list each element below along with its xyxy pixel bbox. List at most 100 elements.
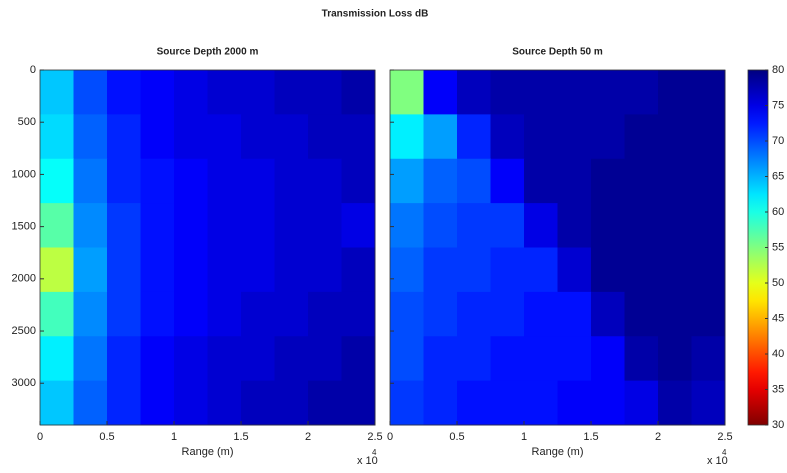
heatmap-cell xyxy=(73,291,108,337)
heatmap-cell xyxy=(207,247,242,293)
heatmap-cell xyxy=(591,114,625,160)
heatmap-cell xyxy=(341,336,376,382)
heatmap-cell xyxy=(73,203,108,248)
heatmap-cell xyxy=(274,247,309,293)
heatmap-cell xyxy=(241,291,275,337)
x-scale-exponent: 4 xyxy=(722,448,727,457)
heatmap-cell xyxy=(207,203,242,248)
heatmap-cell xyxy=(241,158,275,204)
heatmap-cell xyxy=(308,158,342,204)
heatmap-cell xyxy=(423,203,458,248)
heatmap-cell xyxy=(390,247,424,293)
heatmap-cell xyxy=(457,203,491,248)
heatmap-cell xyxy=(624,291,659,337)
heatmap-cell xyxy=(107,291,141,337)
heatmap-cell xyxy=(490,380,525,426)
heatmap-cell xyxy=(624,114,659,160)
colorbar-tick-label: 70 xyxy=(772,135,784,147)
heatmap-cell xyxy=(423,158,458,204)
heatmap-cell xyxy=(207,158,242,204)
heatmap-cell xyxy=(73,114,108,160)
heatmap-cell xyxy=(341,247,376,293)
heatmap-cell xyxy=(207,70,242,115)
heatmap-cell xyxy=(73,336,108,382)
heatmap-cell xyxy=(174,70,208,115)
heatmap-cell xyxy=(524,247,558,293)
y-tick-label: 1500 xyxy=(12,221,36,233)
x-tick-label: 0 xyxy=(387,431,393,443)
heatmap-cell xyxy=(591,380,625,426)
heatmap-cell xyxy=(140,158,175,204)
heatmap-cell xyxy=(658,158,692,204)
heatmap-cell xyxy=(73,380,108,426)
plot-frame xyxy=(389,69,726,426)
x-tick-label: 2.5 xyxy=(367,431,382,443)
heatmap-cell xyxy=(524,158,558,204)
colorbar-tick-label: 30 xyxy=(772,419,784,431)
heatmap-cell xyxy=(341,70,376,115)
colorbar-tick-label: 75 xyxy=(772,99,784,111)
heatmap-cell xyxy=(241,203,275,248)
heatmap-cell xyxy=(423,336,458,382)
x-tick-label: 0 xyxy=(37,431,43,443)
heatmap-cell xyxy=(140,70,175,115)
colorbar-tick-label: 35 xyxy=(772,383,784,395)
heatmap-cell xyxy=(524,70,558,115)
heatmap-cell xyxy=(624,247,659,293)
colorbar-tick-label: 50 xyxy=(772,277,784,289)
heatmap-cell xyxy=(457,247,491,293)
heatmap-cell xyxy=(624,158,659,204)
heatmap-cell xyxy=(107,114,141,160)
heatmap-cell xyxy=(107,247,141,293)
heatmap-cell xyxy=(524,380,558,426)
heatmap-cell xyxy=(341,114,376,160)
heatmap-cell xyxy=(274,380,309,426)
heatmap-cell xyxy=(40,247,74,293)
heatmap-cell xyxy=(524,114,558,160)
colorbar-tick-label: 65 xyxy=(772,170,784,182)
heatmap-cell xyxy=(140,291,175,337)
heatmap-cell xyxy=(423,291,458,337)
heatmap-cell xyxy=(308,380,342,426)
heatmap-cell xyxy=(174,380,208,426)
heatmap-cell xyxy=(691,114,726,160)
heatmap-cell xyxy=(490,291,525,337)
heatmap-cell xyxy=(524,203,558,248)
heatmap-cell xyxy=(423,380,458,426)
x-tick-label: 0.5 xyxy=(449,431,464,443)
heatmap-cell xyxy=(658,291,692,337)
colorbar-tick-label: 45 xyxy=(772,312,784,324)
heatmap-cell xyxy=(591,247,625,293)
heatmap-cell xyxy=(241,336,275,382)
x-tick-label: 1 xyxy=(171,431,177,443)
plot-frame xyxy=(39,69,376,426)
heatmap-cell xyxy=(390,380,424,426)
y-tick-label: 500 xyxy=(18,116,36,128)
heatmap-cell xyxy=(207,380,242,426)
heatmap-cell xyxy=(40,336,74,382)
figure-title: Transmission Loss dB xyxy=(322,9,429,20)
heatmap-cell xyxy=(207,336,242,382)
heatmap-cell xyxy=(107,70,141,115)
heatmap-cell xyxy=(174,158,208,204)
heatmap-cell xyxy=(691,203,726,248)
heatmap-cell xyxy=(274,291,309,337)
x-tick-label: 0.5 xyxy=(99,431,114,443)
heatmap-cell xyxy=(624,380,659,426)
x-scale-label: x 10 xyxy=(357,455,378,467)
heatmap-cell xyxy=(174,203,208,248)
heatmap-cell xyxy=(457,336,491,382)
heatmap-cell xyxy=(691,247,726,293)
heatmap-cell xyxy=(423,114,458,160)
heatmap-cell xyxy=(390,70,424,115)
heatmap-cell xyxy=(457,114,491,160)
heatmap-cell xyxy=(591,336,625,382)
heatmap-cell xyxy=(624,203,659,248)
heatmap-cell xyxy=(591,158,625,204)
heatmap-cell xyxy=(591,291,625,337)
heatmap-cell xyxy=(341,291,376,337)
heatmap-cell xyxy=(658,380,692,426)
y-tick-label: 3000 xyxy=(12,377,36,389)
heatmap-cell xyxy=(241,70,275,115)
heatmap-cell xyxy=(557,380,592,426)
